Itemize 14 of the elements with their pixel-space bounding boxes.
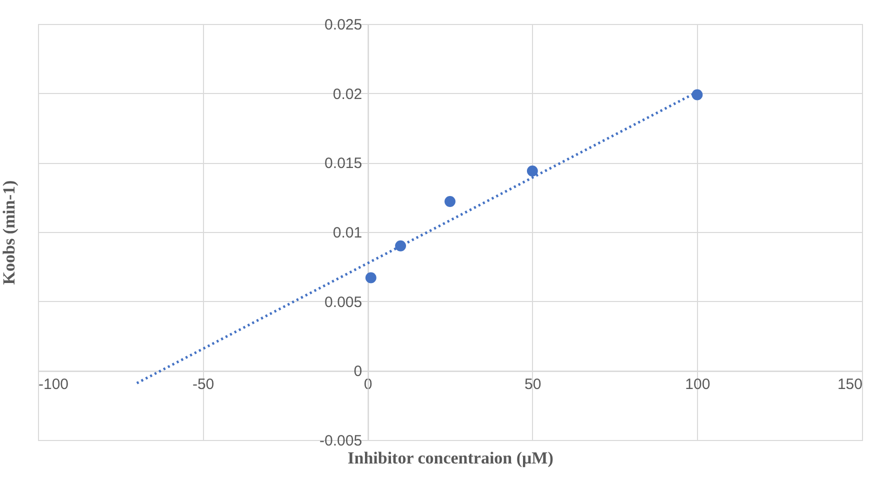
x-axis-title: Inhibitor concentraion (μM) <box>348 448 554 468</box>
y-tick-label: -0.005 <box>320 432 362 450</box>
y-axis-title: Koobs (min-1) <box>0 180 18 285</box>
y-tick-label: 0.02 <box>332 86 362 103</box>
x-tick-label: -50 <box>192 376 214 394</box>
x-tick-label: 150 <box>837 376 862 394</box>
x-tick-label: 100 <box>685 376 710 394</box>
x-tick-label: 50 <box>524 376 542 394</box>
y-tick-label: 0.005 <box>324 294 362 311</box>
y-tick-label: 0.025 <box>324 16 362 34</box>
y-tick-label: 0.01 <box>332 224 362 242</box>
y-tick-label: 0.015 <box>324 155 362 172</box>
y-tick-label: 0 <box>354 363 362 380</box>
x-tick-label: -100 <box>38 376 69 394</box>
